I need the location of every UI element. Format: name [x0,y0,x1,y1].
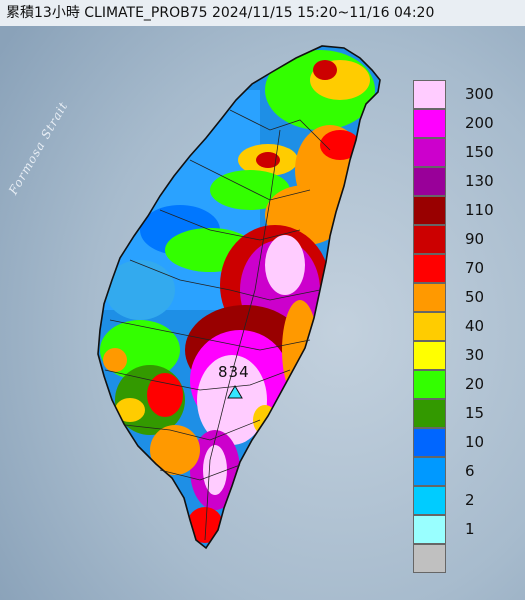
legend-swatch [413,370,446,399]
legend-label: 110 [465,201,494,219]
legend-label: 90 [465,230,485,248]
legend-label: 200 [465,114,494,132]
legend-label: 20 [465,375,485,393]
legend-swatch [413,544,446,573]
legend-swatch [413,457,446,486]
legend-swatch [413,254,446,283]
legend-swatch [413,341,446,370]
legend-swatch [413,138,446,167]
legend-label: 2 [465,491,475,509]
legend-label: 30 [465,346,485,364]
legend-label: 10 [465,433,485,451]
legend-swatch [413,109,446,138]
legend-label: 130 [465,172,494,190]
taiwan-outline [97,45,381,550]
legend-label: 6 [465,462,475,480]
legend-label: 15 [465,404,485,422]
legend-swatch [413,196,446,225]
legend-swatch [413,167,446,196]
legend-swatch [413,312,446,341]
legend-swatch [413,283,446,312]
legend-swatch [413,225,446,254]
peak-value-label: 834 [218,363,250,381]
legend-label: 1 [465,520,475,538]
legend-label: 300 [465,85,494,103]
legend-label: 40 [465,317,485,335]
peak-triangle-icon [227,385,243,399]
legend-label: 50 [465,288,485,306]
header-band [0,0,525,26]
color-legend: 300 200 150 130 110 90 70 50 40 30 20 15 10 6 2 1 [413,80,518,573]
legend-label: 70 [465,259,485,277]
legend-swatch [413,80,446,109]
legend-swatch [413,428,446,457]
map-title: 累積13小時 CLIMATE_PROB75 2024/11/15 15:20~1… [6,5,435,21]
legend-swatch [413,486,446,515]
legend-swatch [413,399,446,428]
county-boundaries [104,109,331,541]
legend-label: 150 [465,143,494,161]
legend-swatch [413,515,446,544]
